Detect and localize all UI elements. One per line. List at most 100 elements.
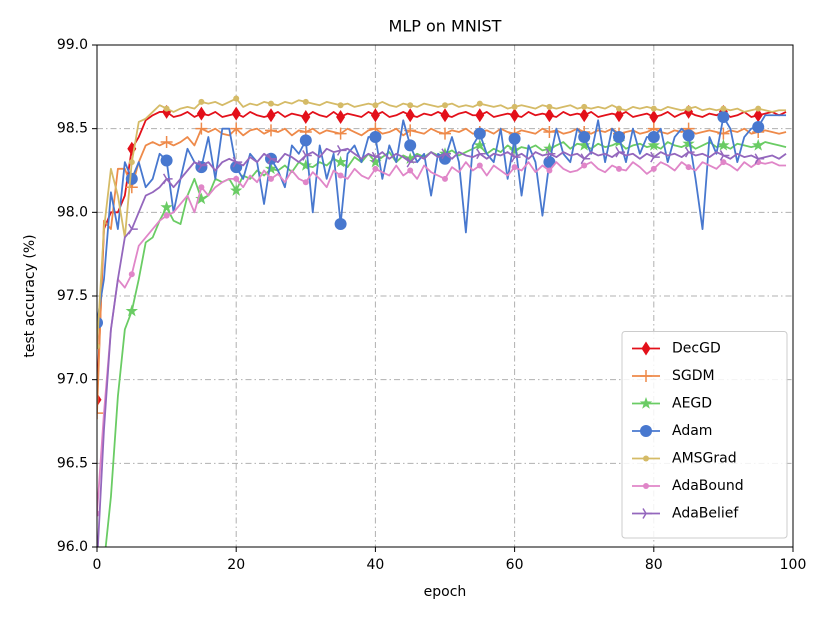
marker bbox=[643, 483, 649, 489]
marker bbox=[640, 370, 652, 382]
marker bbox=[302, 150, 312, 161]
marker bbox=[372, 102, 379, 109]
marker bbox=[543, 126, 556, 139]
legend-label: AdaBound bbox=[672, 478, 744, 494]
marker bbox=[299, 134, 312, 147]
y-tick-label: 99.0 bbox=[57, 37, 88, 53]
marker bbox=[639, 397, 653, 409]
marker bbox=[615, 146, 625, 158]
marker bbox=[476, 100, 483, 107]
marker bbox=[647, 131, 660, 144]
marker bbox=[369, 131, 382, 144]
marker bbox=[442, 102, 448, 109]
marker bbox=[404, 152, 417, 165]
marker bbox=[616, 165, 622, 172]
marker bbox=[442, 175, 448, 182]
marker bbox=[685, 105, 692, 112]
marker bbox=[406, 156, 417, 168]
marker bbox=[160, 200, 173, 213]
marker bbox=[407, 167, 414, 174]
marker bbox=[682, 137, 695, 149]
marker bbox=[717, 138, 730, 151]
y-tick-label: 96.0 bbox=[57, 539, 88, 555]
marker bbox=[302, 98, 309, 105]
marker bbox=[125, 304, 138, 317]
marker bbox=[97, 343, 100, 350]
marker bbox=[264, 162, 278, 175]
marker bbox=[441, 148, 451, 160]
y-axis-label: test accuracy (%) bbox=[22, 234, 38, 357]
marker bbox=[543, 142, 556, 155]
marker bbox=[511, 103, 518, 110]
marker bbox=[754, 153, 765, 165]
marker bbox=[755, 105, 762, 112]
marker bbox=[720, 105, 727, 112]
marker bbox=[439, 127, 451, 140]
y-tick-label: 97.0 bbox=[57, 372, 88, 388]
x-tick-label: 80 bbox=[645, 557, 663, 573]
marker bbox=[641, 341, 651, 356]
marker bbox=[233, 175, 240, 182]
legend-label: AdaBelief bbox=[672, 506, 739, 522]
marker bbox=[266, 108, 276, 123]
marker bbox=[650, 165, 657, 172]
marker bbox=[720, 159, 727, 166]
marker bbox=[336, 145, 347, 156]
legend-label: Adam bbox=[672, 423, 712, 439]
marker bbox=[160, 136, 173, 149]
legend: DecGD SGDM AEGD Adam AMSGrad AdaBound AdaBelie… bbox=[621, 331, 788, 539]
marker bbox=[682, 129, 695, 142]
legend-label: SGDM bbox=[672, 368, 715, 384]
marker bbox=[268, 175, 274, 182]
marker bbox=[267, 153, 277, 165]
marker bbox=[643, 455, 649, 462]
marker bbox=[752, 138, 765, 151]
y-tick-label: 97.5 bbox=[57, 288, 88, 304]
marker bbox=[233, 95, 240, 102]
marker bbox=[579, 108, 589, 123]
marker bbox=[231, 106, 241, 121]
marker bbox=[476, 162, 483, 169]
marker bbox=[404, 139, 417, 152]
legend-label: AMSGrad bbox=[672, 451, 737, 467]
marker bbox=[650, 151, 660, 163]
marker bbox=[640, 425, 652, 437]
marker bbox=[578, 131, 591, 144]
marker bbox=[301, 109, 311, 124]
marker bbox=[473, 127, 486, 140]
marker bbox=[510, 108, 520, 123]
marker bbox=[336, 109, 346, 124]
marker bbox=[195, 122, 208, 135]
marker bbox=[405, 108, 415, 123]
marker bbox=[473, 138, 486, 151]
marker bbox=[752, 120, 765, 133]
marker bbox=[475, 108, 485, 123]
marker bbox=[578, 138, 591, 151]
marker bbox=[163, 105, 170, 112]
marker bbox=[128, 159, 135, 166]
marker bbox=[337, 172, 344, 179]
marker bbox=[299, 158, 312, 171]
legend-box bbox=[621, 331, 788, 539]
marker bbox=[97, 407, 103, 420]
marker bbox=[230, 184, 243, 196]
marker bbox=[719, 150, 730, 161]
marker bbox=[163, 212, 170, 219]
marker bbox=[334, 155, 347, 168]
marker bbox=[198, 184, 205, 191]
legend-label: AEGD bbox=[672, 396, 712, 412]
marker bbox=[440, 108, 450, 123]
marker bbox=[371, 151, 382, 163]
marker bbox=[128, 271, 135, 278]
y-tick-label: 98.5 bbox=[57, 121, 88, 137]
x-tick-label: 100 bbox=[780, 557, 807, 573]
legend-label: DecGD bbox=[672, 341, 721, 357]
marker bbox=[581, 162, 588, 169]
marker bbox=[642, 508, 652, 519]
chart-title: MLP on MNIST bbox=[389, 17, 502, 36]
series-line bbox=[97, 147, 787, 547]
marker bbox=[128, 223, 138, 235]
marker bbox=[650, 105, 657, 112]
marker bbox=[268, 100, 274, 107]
